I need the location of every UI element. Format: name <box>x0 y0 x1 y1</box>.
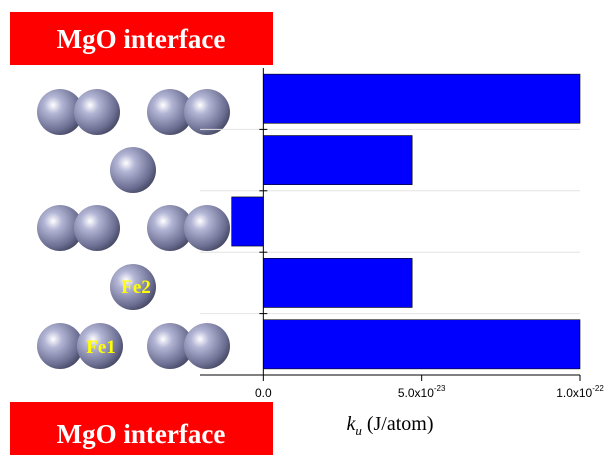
bottom-banner: MgO interface <box>57 419 226 449</box>
bar <box>263 135 413 185</box>
atoms <box>37 89 230 369</box>
bar <box>231 196 264 247</box>
bar <box>263 73 581 124</box>
x-tick-exponent: -22 <box>592 384 604 393</box>
bar <box>263 319 581 370</box>
x-axis-label: ku (J/atom) <box>346 413 433 438</box>
x-tick-label: 1.0x10-22 <box>556 384 604 400</box>
bar <box>263 258 413 308</box>
x-tick-label-text: 0.0 <box>255 386 272 400</box>
banner-box <box>10 402 273 455</box>
x-tick-exponent: -23 <box>434 384 446 393</box>
top-banner: MgO interface <box>57 24 226 54</box>
x-tick-label-text: 1.0x10 <box>556 386 592 400</box>
fe1-label: Fe1 <box>86 337 116 358</box>
x-tick-label: 5.0x10-23 <box>398 384 446 400</box>
banner-box <box>10 12 273 65</box>
x-tick-label: 0.0 <box>255 386 272 400</box>
x-tick-label-text: 5.0x10 <box>398 386 434 400</box>
fe2-label: Fe2 <box>121 277 151 298</box>
